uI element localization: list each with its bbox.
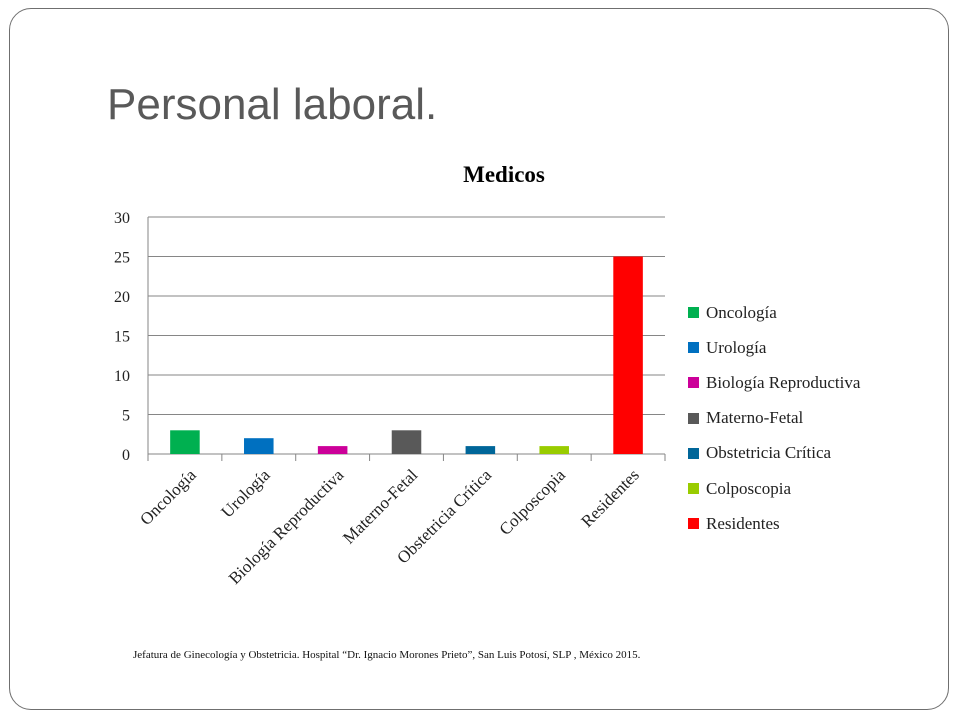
legend-item: Biología Reproductiva [688, 365, 860, 400]
bar-residentes [613, 256, 643, 454]
source-citation: Jefatura de Ginecología y Obstetricia. H… [133, 649, 641, 661]
bar-biolog-a-reproductiva [317, 446, 348, 454]
legend-swatch [688, 447, 699, 459]
legend-item: Obstetricia Crítica [688, 436, 860, 471]
legend-swatch [688, 412, 699, 424]
chart-legend: Oncología Urología Biología Reproductiva Ma… [688, 295, 860, 541]
legend-label: Materno-Fetal [706, 408, 804, 428]
bar-materno-fetal [391, 430, 422, 454]
bar-colposcopia [539, 446, 569, 454]
legend-swatch [688, 307, 699, 319]
legend-swatch [688, 483, 699, 495]
y-tick-label: 15 [114, 329, 130, 346]
legend-label: Oncología [706, 302, 777, 322]
y-tick-label: 30 [114, 210, 130, 227]
legend-swatch [688, 377, 699, 389]
x-tick-label: Residentes [577, 465, 643, 531]
legend-item: Colposcopia [688, 471, 860, 506]
y-tick-label: 5 [122, 408, 130, 425]
bar-obstetricia-cr-tica [465, 446, 496, 454]
slide-frame [9, 8, 949, 710]
bar-urolog-a [244, 438, 274, 454]
y-tick-label: 25 [114, 250, 130, 267]
slide-title: Personal laboral. [107, 80, 438, 129]
x-tick-label: Colposcopia [496, 465, 570, 539]
y-tick-label: 20 [114, 289, 130, 306]
chart-title: Medicos [463, 162, 545, 187]
x-tick-label: Materno-Fetal [339, 465, 421, 547]
legend-swatch [688, 342, 699, 354]
legend-item: Urología [688, 330, 860, 365]
legend-label: Residentes [706, 513, 780, 533]
x-tick-label: Urología [217, 465, 273, 521]
legend-label: Colposcopia [706, 478, 791, 498]
y-tick-label: 10 [114, 368, 130, 385]
legend-label: Urología [706, 337, 767, 357]
legend-label: Biología Reproductiva [706, 372, 861, 392]
legend-item: Materno-Fetal [688, 401, 860, 436]
legend-item: Oncología [688, 295, 860, 330]
legend-swatch [688, 518, 699, 530]
legend-label: Obstetricia Crítica [706, 443, 832, 463]
x-tick-label: Oncología [136, 465, 200, 529]
bar-oncolog-a [170, 430, 200, 454]
legend-item: Residentes [688, 506, 860, 541]
y-tick-label: 0 [122, 447, 130, 464]
